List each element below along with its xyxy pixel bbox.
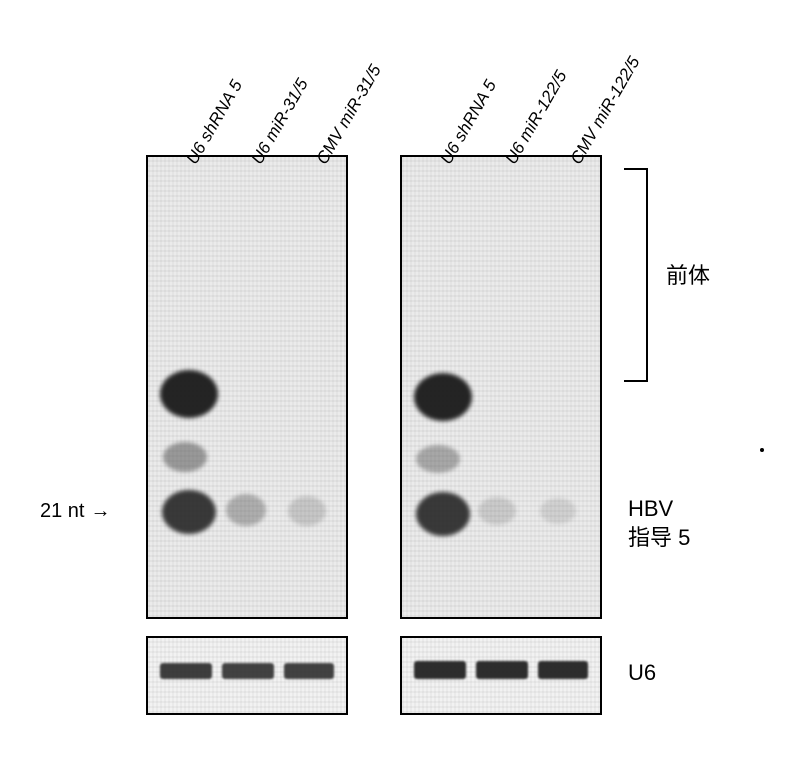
blot-band — [416, 445, 460, 473]
blot-band — [540, 498, 576, 524]
blot-band — [226, 494, 266, 526]
figure-container: U6 shRNA 5U6 miR-31/5CMV miR-31/5U6 shRN… — [0, 0, 800, 762]
u6-band — [414, 661, 466, 679]
blot-band — [162, 490, 216, 534]
lane-label: U6 miR-122/5 — [502, 67, 572, 168]
lane-label: CMV miR-31/5 — [313, 61, 386, 168]
blot-band — [478, 497, 516, 525]
lane-label: CMV miR-122/5 — [567, 53, 645, 168]
u6-band — [160, 663, 212, 679]
arrow-icon: → — [90, 500, 110, 523]
blot-band — [288, 496, 326, 526]
hbv-line1: HBV — [628, 495, 690, 524]
blot-band — [416, 492, 470, 536]
blot-band — [160, 370, 218, 418]
u6-band — [222, 663, 274, 679]
u6-band — [284, 663, 334, 679]
precursor-bracket — [624, 168, 648, 382]
u6-band — [538, 661, 588, 679]
arrow-21nt-label: 21 nt → — [40, 500, 110, 523]
precursor-label: 前体 — [666, 258, 710, 290]
blot-band — [163, 442, 207, 472]
u6-band — [476, 661, 528, 679]
blot-band — [414, 373, 472, 421]
hbv-guide-label: HBV 指导 5 — [628, 495, 690, 552]
hbv-line2: 指导 5 — [628, 524, 690, 553]
u6-side-label: U6 — [628, 660, 656, 686]
arrow-21nt-text: 21 nt — [40, 500, 84, 523]
stray-dot — [760, 448, 764, 452]
